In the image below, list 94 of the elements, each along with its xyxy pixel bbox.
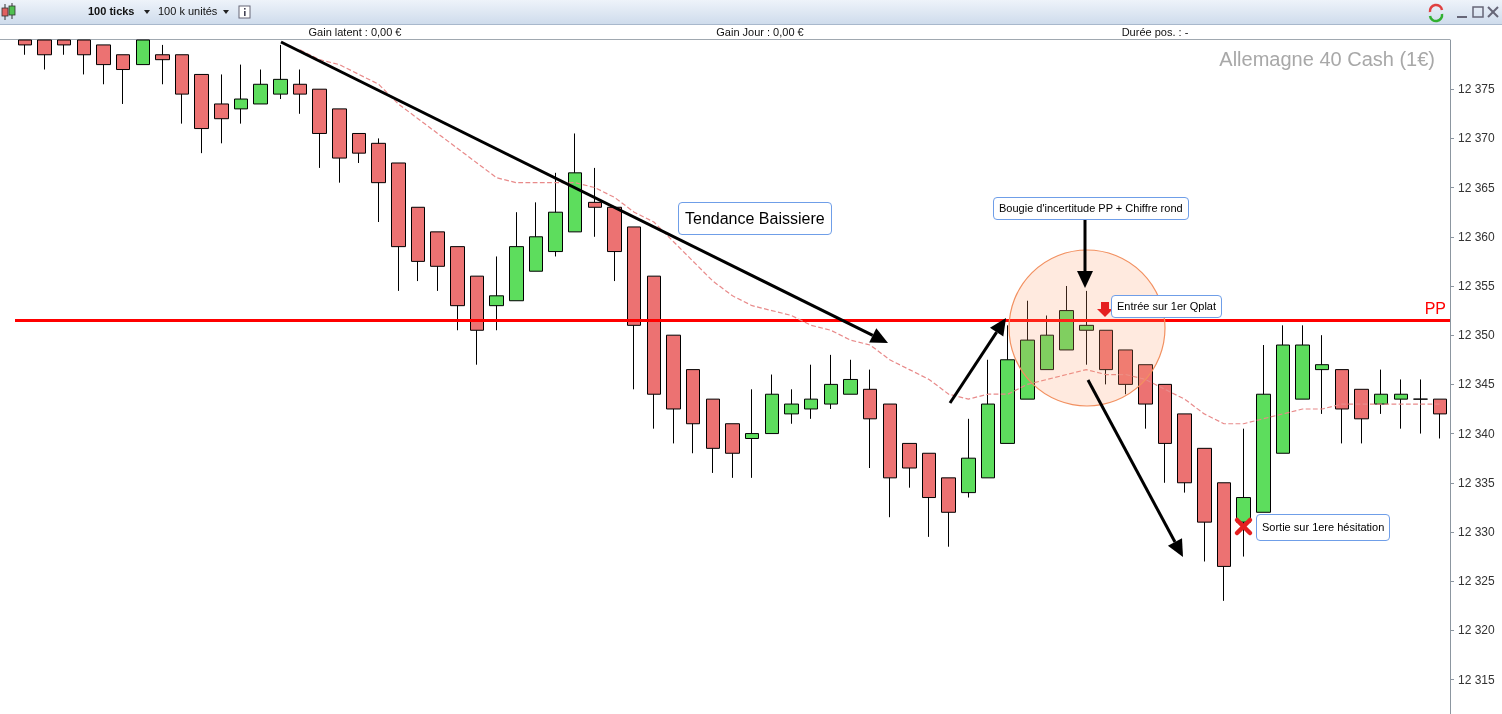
y-tick-label: 12 325	[1458, 574, 1496, 589]
text: 100 ticks	[88, 5, 135, 17]
candlestick	[1256, 344, 1271, 513]
candlestick	[352, 132, 366, 164]
candlestick	[588, 167, 602, 238]
candlestick	[234, 64, 248, 125]
candlestick	[804, 364, 818, 420]
candlestick	[1315, 334, 1329, 415]
candlestick	[981, 359, 995, 479]
candlestick	[1138, 364, 1153, 430]
annotation: Tendance Baissiere	[678, 202, 832, 236]
candlestick	[1276, 324, 1290, 454]
text: 100 k unités	[158, 5, 218, 17]
ref-line-label: PP	[1424, 299, 1446, 317]
annotation: Entrée sur 1er Qplat	[1111, 295, 1223, 319]
candlestick	[568, 132, 582, 233]
candlestick	[253, 69, 268, 105]
candlestick	[470, 275, 484, 366]
candlestick	[824, 354, 838, 410]
y-tick-label: 12 315	[1458, 672, 1496, 687]
candlestick	[883, 403, 897, 518]
candlestick	[843, 359, 858, 395]
y-tick-label: 12 320	[1458, 623, 1496, 638]
y-tick-label: 12 335	[1458, 475, 1496, 490]
y-tick-label: 12 330	[1458, 524, 1496, 539]
candlestick	[450, 246, 465, 331]
candlestick	[77, 39, 91, 75]
candlestick	[1236, 428, 1251, 558]
candlestick	[96, 44, 111, 85]
y-tick-label: 12 355	[1458, 278, 1496, 293]
candlestick	[1000, 324, 1015, 444]
y-tick-label: 12 350	[1458, 328, 1496, 343]
annotation: Bougie d'incertitude PP + Chiffre rond	[993, 197, 1189, 221]
candlestick	[1118, 349, 1133, 395]
candlestick	[1335, 369, 1349, 444]
candlestick	[1020, 300, 1035, 400]
candlestick	[37, 39, 52, 71]
candlestick	[391, 162, 406, 292]
candlestick	[627, 226, 641, 390]
candlestick	[411, 206, 425, 282]
text: Gain latent : 0,00 €	[307, 26, 403, 38]
candlestick	[607, 206, 622, 282]
y-tick-label: 12 375	[1458, 82, 1496, 97]
y-tick-label: 12 360	[1458, 229, 1496, 244]
candlestick	[509, 211, 524, 302]
text: Gain Jour : 0,00 €	[715, 26, 805, 38]
candlestick	[1158, 383, 1172, 484]
candlestick	[1433, 398, 1447, 439]
candlestick	[332, 108, 347, 184]
candlestick	[686, 369, 700, 454]
candlestick	[371, 137, 386, 223]
candlestick	[548, 172, 563, 257]
candlestick	[489, 255, 504, 331]
candlestick	[1197, 447, 1212, 562]
candlestick	[784, 388, 799, 425]
y-tick-label: 12 340	[1458, 426, 1496, 441]
candlestick	[155, 44, 170, 85]
candlestick	[18, 39, 32, 56]
candlestick	[941, 477, 956, 548]
y-tick-label: 12 345	[1458, 377, 1496, 392]
candlestick	[194, 73, 209, 154]
candlestick	[1374, 369, 1388, 415]
candlestick	[136, 39, 150, 66]
chart-title: Allemagne 40 Cash (1€)	[1219, 48, 1436, 70]
candlestick	[312, 88, 327, 169]
candlestick	[765, 374, 779, 435]
candlestick	[430, 231, 445, 292]
candlestick	[1177, 413, 1192, 494]
candlestick	[706, 398, 720, 474]
candlestick	[214, 73, 229, 144]
candlestick	[922, 452, 936, 538]
candlestick	[116, 54, 130, 105]
candlestick	[1217, 482, 1231, 602]
candlestick	[175, 54, 189, 125]
candlestick	[1413, 378, 1428, 435]
candlestick	[961, 418, 976, 499]
candlestick	[1295, 324, 1310, 400]
candlestick	[725, 423, 740, 479]
y-tick-label: 12 370	[1458, 131, 1496, 146]
annotation: Sortie sur 1ere hésitation	[1256, 514, 1391, 542]
candlestick	[647, 275, 661, 430]
text: Durée pos. : -	[1120, 26, 1190, 38]
candlestick	[529, 201, 543, 272]
candlestick	[1099, 329, 1113, 385]
candlestick	[863, 369, 877, 469]
candlestick	[273, 44, 288, 100]
candlestick	[1394, 378, 1408, 430]
candlestick	[902, 442, 917, 489]
candlestick	[666, 334, 681, 444]
y-tick-label: 12 365	[1458, 180, 1496, 195]
candlestick	[1354, 388, 1369, 444]
candlestick	[57, 39, 71, 56]
candlestick	[293, 69, 307, 115]
candlestick	[745, 388, 759, 479]
